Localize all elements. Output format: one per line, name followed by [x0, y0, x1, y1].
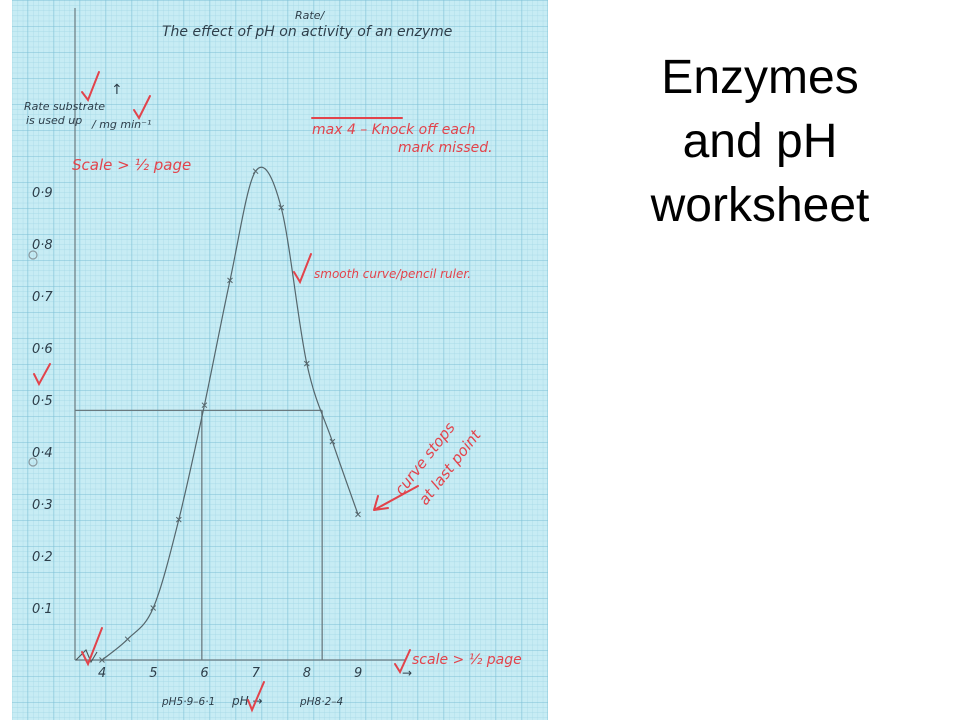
y-tick-label: 0·6 [32, 342, 53, 357]
tick-mark-icon [394, 649, 411, 675]
y-arrow: ↑ [111, 82, 123, 98]
x-tick-label: 9 [354, 666, 362, 681]
tick-mark-icon [247, 681, 265, 713]
y-tick-label: 0·1 [32, 602, 53, 617]
y-tick-label: 0·9 [32, 186, 53, 201]
slide-title-line: Enzymes [661, 51, 859, 104]
punch-hole-mark [28, 250, 38, 260]
read-off-lines [75, 409, 323, 660]
data-point-cross [201, 402, 208, 409]
chart-title-insert: Rate/ [295, 9, 325, 22]
data-point-cross [303, 360, 310, 367]
plot-series [99, 166, 361, 663]
tick-mark-icon [81, 627, 103, 667]
slide-title-line: and pH [682, 115, 838, 168]
data-point-cross [329, 438, 336, 445]
x-tick-label: 8 [303, 666, 311, 681]
data-point-cross [227, 277, 233, 284]
x-tick-label: 7 [252, 666, 261, 681]
graph-paper: The effect of pH on activity of an enzym… [0, 0, 548, 720]
slide-title: Enzymes and pH worksheet [560, 46, 960, 238]
data-point-cross [355, 511, 361, 518]
grid [0, 0, 548, 720]
y-tick-label: 0·2 [32, 550, 53, 565]
y-tick-label: 0·4 [32, 446, 53, 461]
y-tick-label: 0·3 [32, 498, 53, 513]
y-axis-label-line1: Rate substrate [24, 100, 105, 113]
tick-mark-icon [33, 363, 51, 387]
y-tick-labels: 0·1 0·2 0·3 0·4 0·5 0·6 0·7 0·8 0·9 [32, 186, 53, 617]
annotation-scale-x: scale > ½ page [412, 652, 522, 668]
chart-title: The effect of pH on activity of an enzym… [162, 24, 452, 40]
y-tick-label: 0·7 [32, 290, 53, 305]
axis-break-mark [75, 649, 98, 664]
paper-left-margin [0, 0, 12, 720]
arrow-icon [373, 485, 419, 511]
data-point-cross [175, 516, 182, 523]
x-tick-label: 5 [149, 666, 157, 681]
annotation-smooth-curve: smooth curve/pencil ruler. [314, 267, 471, 281]
y-tick-label: 0·8 [32, 238, 53, 253]
tick-mark-icon [133, 95, 151, 121]
data-point-cross [124, 636, 131, 643]
x-tick-label: 6 [200, 666, 208, 681]
y-tick-label: 0·5 [32, 394, 53, 409]
readoff-right-label: pH8·2–4 [299, 696, 343, 708]
x-tick-labels: 4 5 6 7 8 9 [98, 666, 362, 681]
data-point-cross [150, 605, 157, 611]
y-axis-label-line2: is used up [26, 114, 82, 127]
slide-title-line: worksheet [650, 179, 870, 232]
annotation-max4-line1: max 4 – Knock off each [312, 122, 476, 138]
tick-mark-icon [293, 253, 312, 285]
red-marks [33, 71, 419, 713]
annotation-max4-line2: mark missed. [398, 140, 493, 156]
enzyme-ph-graph: The effect of pH on activity of an enzym… [0, 0, 548, 720]
data-point-cross [252, 168, 259, 175]
y-axis-label-line3: / mg min⁻¹ [91, 118, 151, 131]
data-point-cross [99, 657, 105, 663]
punch-hole-mark [28, 457, 38, 467]
annotation-scale-y: Scale > ½ page [72, 156, 191, 174]
x-tick-label: 4 [98, 666, 106, 681]
readoff-left-label: pH5·9–6·1 [161, 696, 215, 708]
data-point-cross [278, 204, 285, 211]
tick-mark-icon [81, 71, 100, 103]
x-arrow: → [402, 666, 412, 680]
